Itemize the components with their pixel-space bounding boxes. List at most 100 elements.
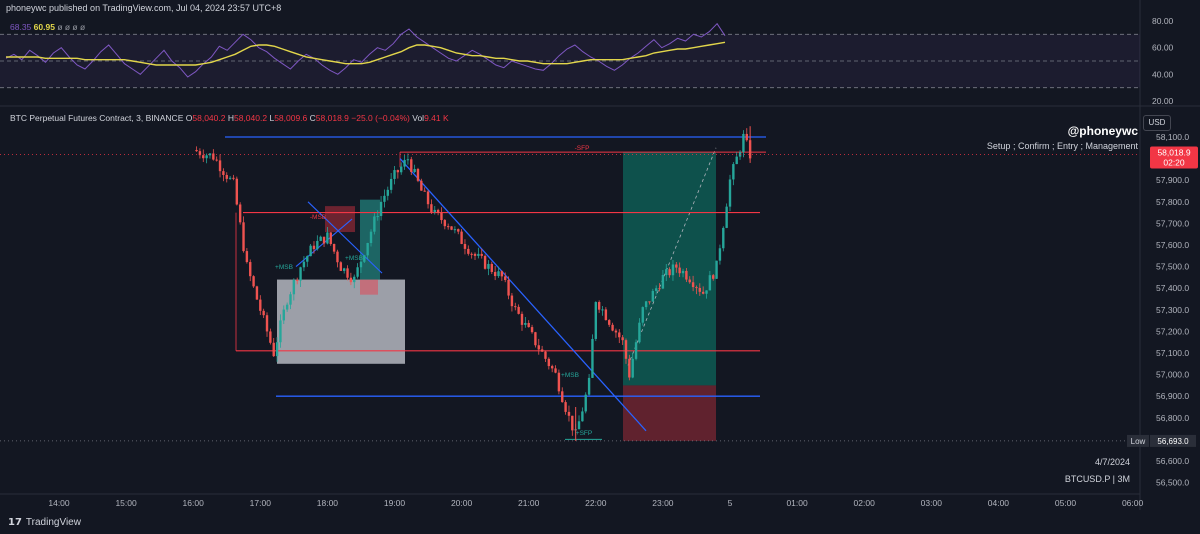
candle bbox=[453, 226, 457, 234]
candle-body bbox=[658, 288, 661, 290]
price-tick-label: 56,900.0 bbox=[1156, 391, 1189, 401]
candle-body bbox=[500, 271, 504, 277]
candle bbox=[594, 301, 597, 342]
candle bbox=[732, 162, 735, 186]
candle bbox=[225, 172, 228, 183]
candle bbox=[587, 374, 591, 396]
downtrend-line bbox=[399, 158, 647, 432]
symbol-title: BTC Perpetual Futures Contract, 3, BINAN… bbox=[10, 113, 184, 123]
candle bbox=[312, 241, 316, 254]
candle bbox=[275, 337, 279, 362]
candle bbox=[725, 203, 728, 229]
candle bbox=[567, 405, 571, 422]
candle bbox=[510, 293, 514, 312]
rsi-value: 68.35 bbox=[10, 22, 32, 32]
candle-body bbox=[473, 253, 477, 256]
candle-body bbox=[634, 342, 638, 359]
candle-body bbox=[520, 313, 524, 325]
candle-body bbox=[715, 260, 718, 279]
candle-body bbox=[547, 358, 551, 367]
candle-body bbox=[205, 155, 208, 159]
candle-body bbox=[336, 251, 339, 263]
candle-body bbox=[487, 263, 490, 269]
candle-body bbox=[269, 331, 272, 343]
candle bbox=[665, 263, 668, 282]
candle bbox=[651, 288, 655, 302]
candle-body bbox=[654, 288, 658, 291]
candle bbox=[369, 229, 373, 247]
candle-body bbox=[470, 253, 473, 255]
candle bbox=[497, 266, 500, 278]
rsi-extra-values: ø ø ø ø bbox=[57, 22, 86, 32]
candle-body bbox=[514, 306, 517, 308]
candle bbox=[457, 228, 460, 235]
candle-body bbox=[423, 190, 426, 192]
candle-body bbox=[544, 351, 547, 359]
candle-body bbox=[584, 394, 587, 412]
candle bbox=[222, 168, 225, 182]
candle bbox=[279, 314, 282, 348]
candle bbox=[618, 329, 621, 344]
time-tick-label: 05:00 bbox=[1055, 498, 1077, 508]
candle bbox=[450, 226, 453, 231]
candle-body bbox=[638, 322, 641, 343]
price-badge-value: 58,018.9 bbox=[1157, 148, 1190, 158]
candle bbox=[322, 236, 326, 247]
candle-body bbox=[279, 320, 282, 343]
candle-body bbox=[688, 279, 691, 283]
candle-body bbox=[433, 209, 436, 212]
candle bbox=[282, 305, 285, 325]
candle bbox=[195, 146, 198, 152]
candle bbox=[611, 322, 614, 332]
candle-body bbox=[403, 159, 406, 167]
msb-label: -MSB bbox=[310, 214, 326, 221]
price-tick-label: 57,100.0 bbox=[1156, 348, 1189, 358]
low-badge-value: 56,693.0 bbox=[1157, 437, 1189, 446]
order-block-zone bbox=[277, 279, 405, 364]
candle-body bbox=[195, 149, 198, 152]
candle-body bbox=[225, 174, 228, 179]
candle-body bbox=[326, 232, 329, 244]
candle-body bbox=[537, 345, 540, 350]
tradingview-logo-icon: 𝟭𝟳 bbox=[8, 517, 22, 528]
candle-body bbox=[306, 256, 309, 262]
candle bbox=[403, 154, 406, 170]
candle-body bbox=[691, 282, 695, 288]
candle-body bbox=[685, 270, 688, 280]
candle-body bbox=[198, 151, 202, 156]
rsi-tick-label: 20.00 bbox=[1152, 96, 1174, 106]
candle bbox=[212, 149, 215, 161]
candle-body bbox=[678, 267, 681, 274]
candle-body bbox=[608, 320, 611, 325]
candle bbox=[363, 254, 366, 263]
candle-body bbox=[312, 245, 316, 250]
candle-body bbox=[329, 232, 332, 244]
candle bbox=[306, 255, 309, 267]
sfp-bottom-label: +SFP bbox=[576, 430, 592, 437]
rsi-tick-label: 60.00 bbox=[1152, 43, 1174, 53]
tradingview-brand[interactable]: 𝟭𝟳 TradingView bbox=[8, 517, 81, 528]
candle bbox=[654, 285, 658, 295]
candle-body bbox=[725, 206, 728, 228]
low-badge-label-bg bbox=[1127, 434, 1149, 447]
candle-body bbox=[601, 309, 604, 311]
time-tick-label: 5 bbox=[728, 498, 733, 508]
candle bbox=[259, 295, 262, 316]
candle-body bbox=[393, 170, 396, 179]
candle-body bbox=[624, 340, 628, 359]
candle-body bbox=[477, 253, 480, 256]
candle-body bbox=[215, 159, 218, 161]
candle bbox=[520, 311, 524, 331]
candle-body bbox=[369, 231, 373, 244]
candle bbox=[681, 268, 685, 278]
candle-body bbox=[292, 279, 296, 295]
low-badge-value-bg bbox=[1150, 434, 1196, 447]
candle bbox=[289, 291, 292, 310]
candle-body bbox=[436, 209, 440, 213]
time-tick-label: 22:00 bbox=[585, 498, 607, 508]
candle bbox=[493, 265, 497, 281]
currency-button[interactable]: USD bbox=[1143, 115, 1171, 131]
candle-body bbox=[554, 368, 557, 373]
candle bbox=[473, 252, 477, 260]
